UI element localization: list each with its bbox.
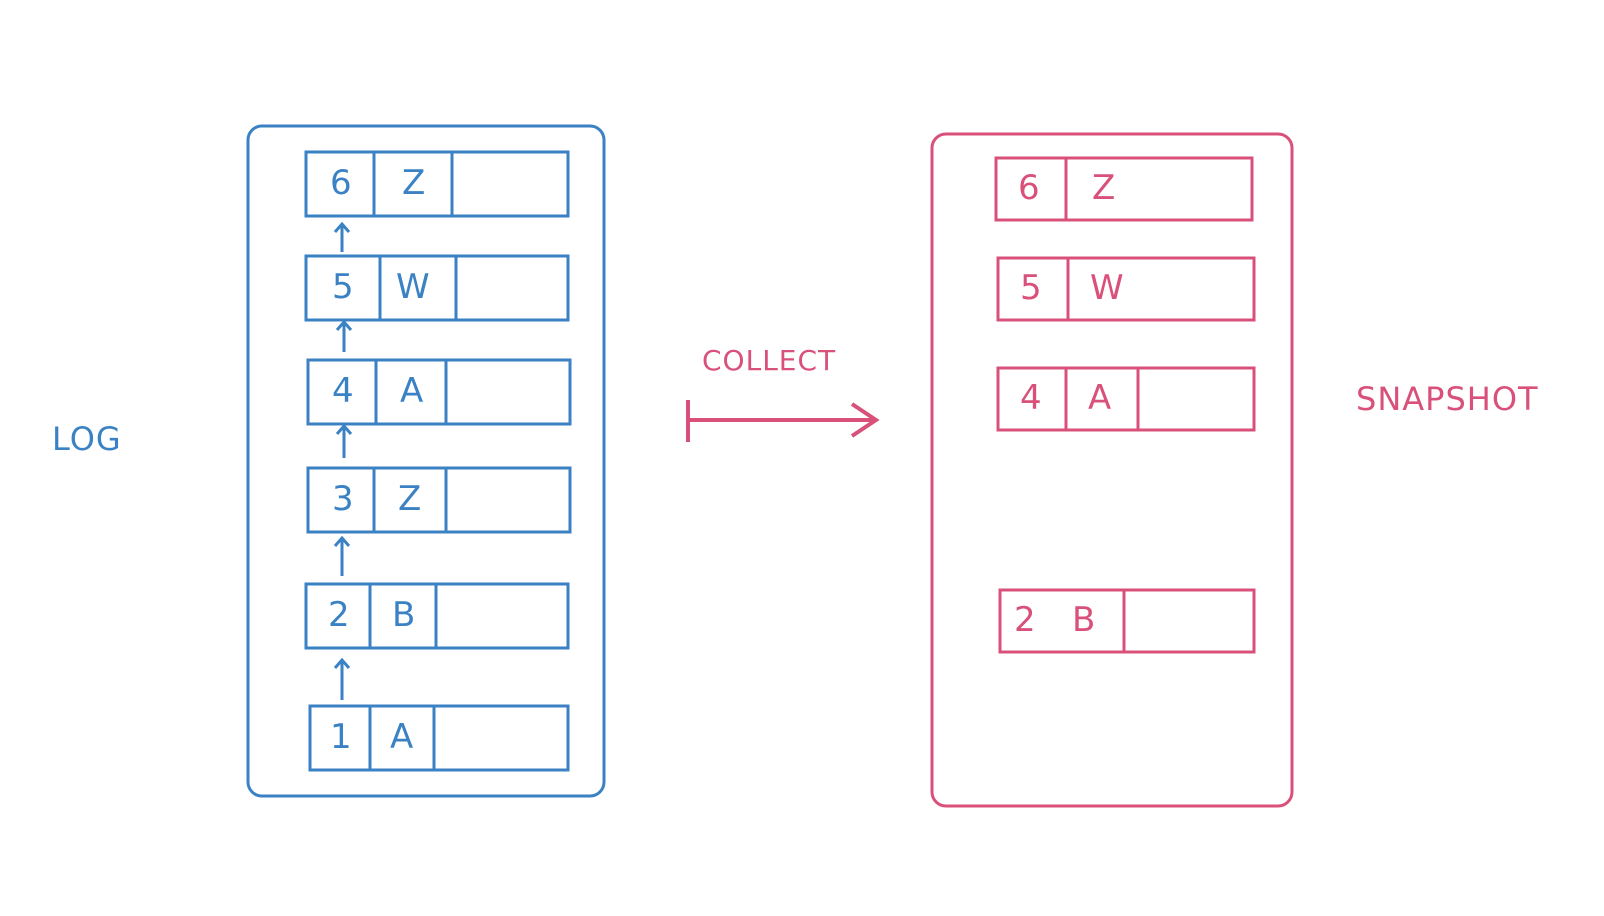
log-entry-key: A bbox=[390, 717, 414, 757]
snapshot-label: SNAPSHOT bbox=[1356, 380, 1539, 418]
snapshot-entry-key: B bbox=[1072, 600, 1096, 640]
log-link-arrow bbox=[335, 319, 353, 352]
log-link-arrow bbox=[335, 423, 353, 458]
log-link-arrow bbox=[333, 657, 351, 700]
snapshot-entry-key: W bbox=[1090, 268, 1124, 308]
snapshot-entry-key: Z bbox=[1092, 168, 1116, 208]
log-entry-key: A bbox=[400, 371, 424, 411]
log-entry-index: 1 bbox=[330, 717, 352, 757]
log-entry-index: 2 bbox=[328, 595, 350, 635]
log-entry-index: 4 bbox=[332, 371, 354, 411]
snapshot-entry-key: A bbox=[1088, 378, 1112, 418]
log-entry-index: 6 bbox=[330, 163, 352, 203]
snapshot-container bbox=[930, 132, 1294, 808]
log-entry-row bbox=[304, 582, 570, 650]
snapshot-entry-row bbox=[994, 156, 1254, 222]
log-link-arrow bbox=[333, 535, 351, 576]
snapshot-entry-row bbox=[998, 588, 1256, 654]
snapshot-entry-index: 2 bbox=[1014, 600, 1036, 640]
snapshot-entry-row bbox=[996, 366, 1256, 432]
log-entry-index: 5 bbox=[332, 267, 354, 307]
log-entry-index: 3 bbox=[332, 479, 354, 519]
log-entry-key: W bbox=[396, 267, 430, 307]
log-entry-row bbox=[304, 254, 570, 322]
log-label: LOG bbox=[52, 420, 122, 458]
log-entry-row bbox=[306, 358, 572, 426]
snapshot-entry-index: 6 bbox=[1018, 168, 1040, 208]
snapshot-entry-index: 4 bbox=[1020, 378, 1042, 418]
log-entry-row bbox=[304, 150, 570, 218]
log-entry-key: Z bbox=[398, 479, 422, 519]
log-entry-row bbox=[308, 704, 570, 772]
log-entry-key: B bbox=[392, 595, 416, 635]
log-entry-row bbox=[306, 466, 572, 534]
log-link-arrow bbox=[333, 221, 351, 252]
snapshot-entry-index: 5 bbox=[1020, 268, 1042, 308]
log-entry-key: Z bbox=[402, 163, 426, 203]
snapshot-entry-row bbox=[996, 256, 1256, 322]
collect-label: COLLECT bbox=[702, 344, 837, 377]
collect-arrow bbox=[686, 400, 880, 442]
log-container bbox=[246, 124, 606, 798]
